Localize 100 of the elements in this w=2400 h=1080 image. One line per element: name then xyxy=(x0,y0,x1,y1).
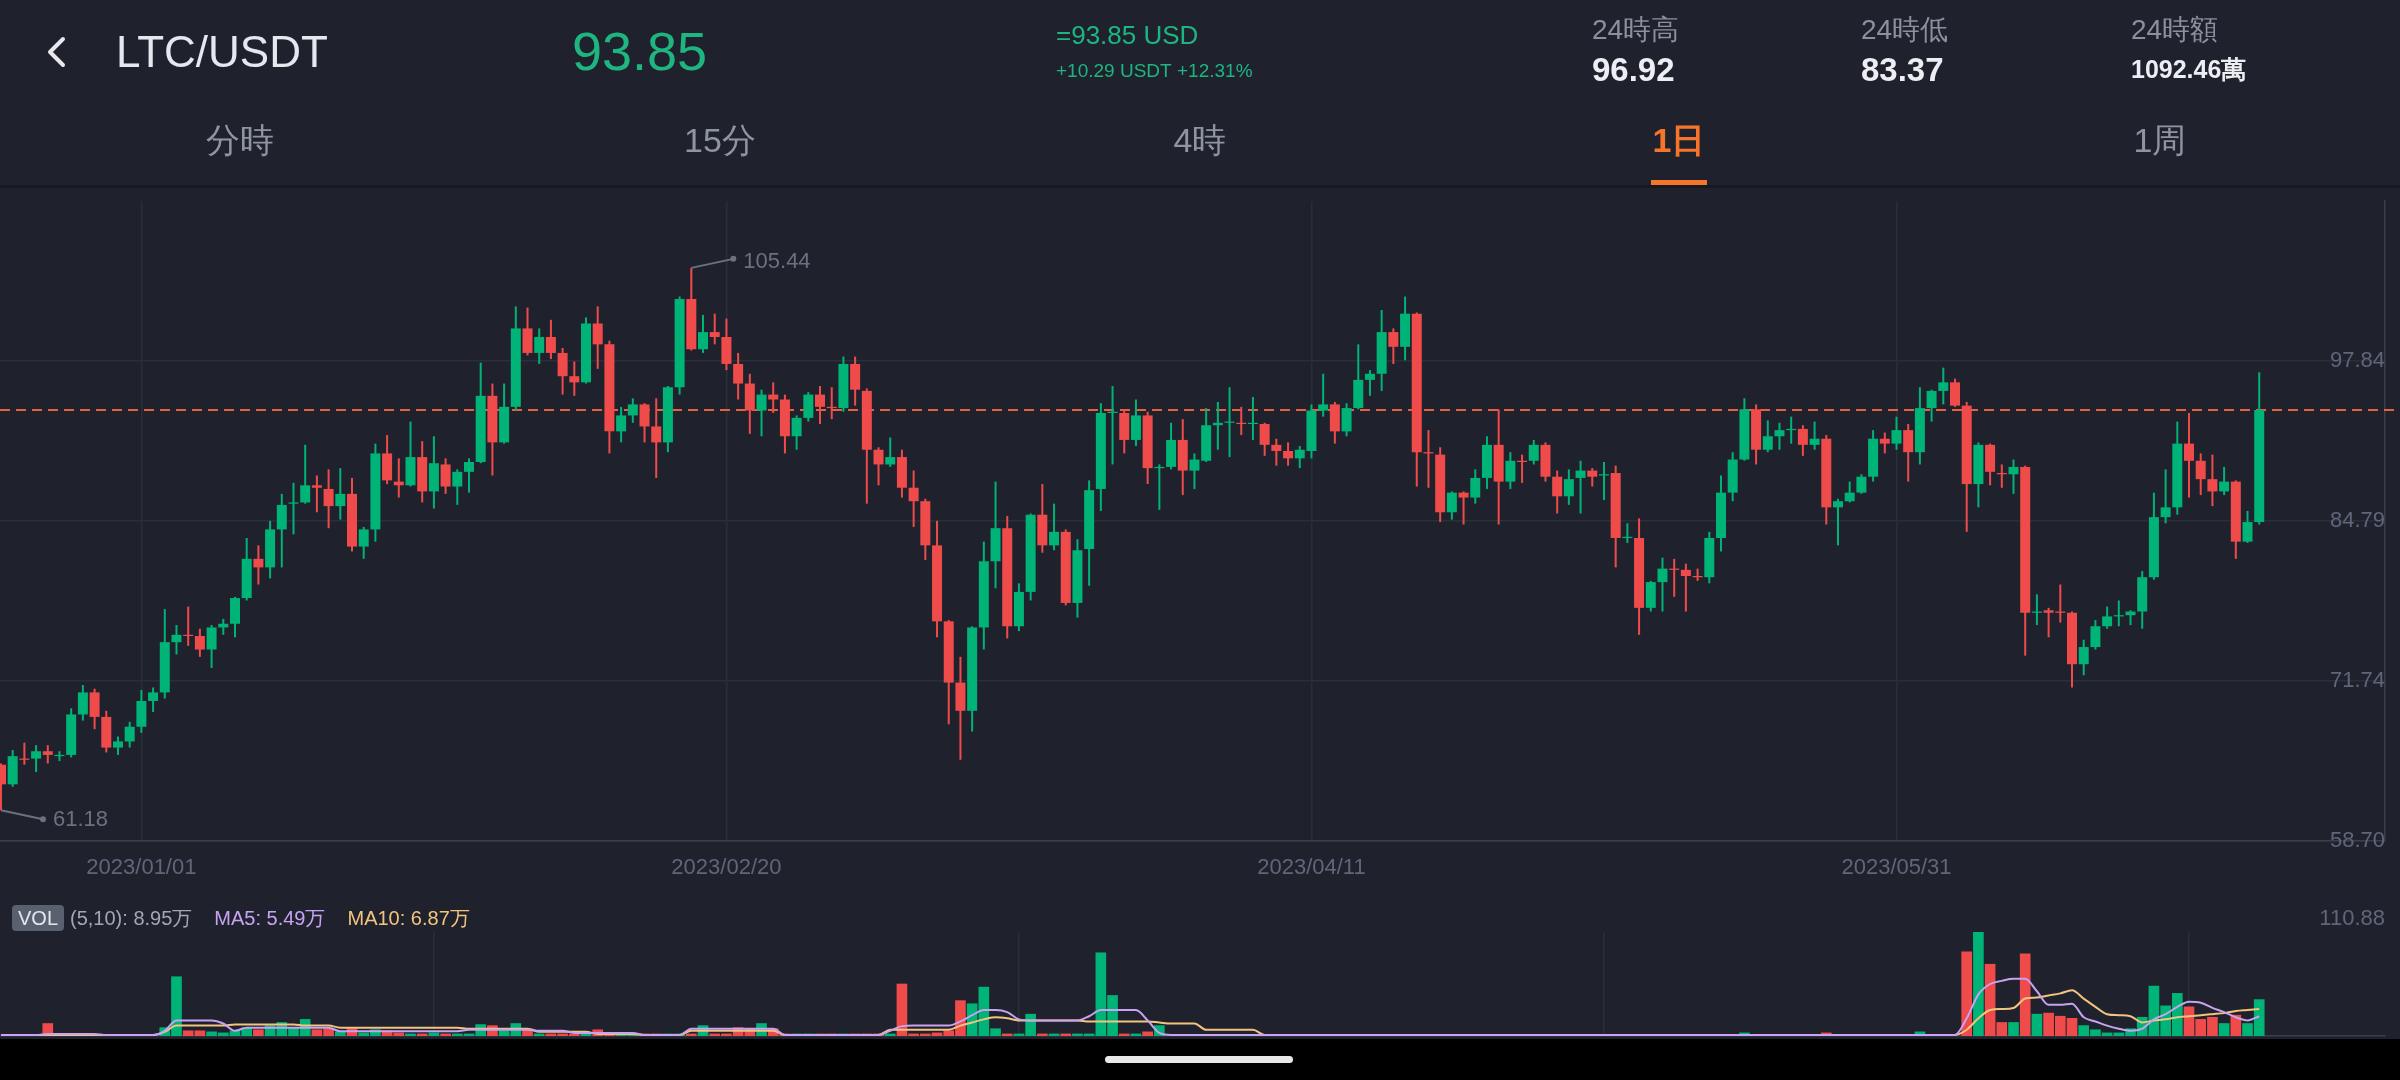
bar xyxy=(2008,1022,2019,1036)
candlestick xyxy=(1318,372,1329,418)
candlestick xyxy=(1950,377,1960,408)
chart-subtitle: (5,10): 8.95万 xyxy=(70,906,193,930)
candlestick xyxy=(148,686,159,714)
candlestick xyxy=(1446,490,1457,521)
candlestick xyxy=(323,468,334,530)
candlestick xyxy=(733,351,744,401)
candlestick xyxy=(1388,327,1399,365)
candlestick xyxy=(31,744,42,774)
candlestick xyxy=(815,385,826,426)
candlestick xyxy=(1528,438,1539,466)
text: MA5: 5.49万 xyxy=(214,906,326,930)
candlestick xyxy=(1283,441,1294,467)
candlestick xyxy=(1879,431,1890,455)
annotation: 61.18 xyxy=(52,806,109,832)
candlestick xyxy=(2207,453,2218,508)
y-tick-label: 58.70 xyxy=(2329,826,2385,852)
candlestick xyxy=(1259,421,1270,457)
text: 24時高 xyxy=(1592,13,1680,46)
candlestick xyxy=(545,318,556,361)
candlestick xyxy=(440,457,451,495)
candlestick xyxy=(1587,467,1598,488)
candlestick xyxy=(756,388,767,438)
candlestick xyxy=(791,414,802,451)
candlestick xyxy=(2195,452,2206,497)
candlestick xyxy=(2008,458,2019,495)
candlestick xyxy=(1891,415,1902,451)
candlestick xyxy=(2102,605,2113,630)
candlestick xyxy=(1575,459,1586,515)
annotation: 105.44 xyxy=(743,247,811,273)
candlestick xyxy=(1926,388,1937,423)
text: LTC/USDT xyxy=(116,26,328,77)
candlestick xyxy=(171,624,182,656)
candlestick xyxy=(592,305,603,370)
candlestick xyxy=(112,735,123,756)
bar xyxy=(2031,1013,2043,1036)
y-tick-label: 71.74 xyxy=(2329,666,2385,692)
candlestick xyxy=(77,684,88,722)
candlestick xyxy=(1797,424,1808,457)
candlestick xyxy=(1762,419,1773,454)
candlestick xyxy=(1505,451,1516,490)
candlestick xyxy=(557,347,568,396)
candlestick xyxy=(1832,497,1843,547)
bar xyxy=(2019,953,2031,1036)
text: 1周 xyxy=(2133,121,2187,160)
text: 110.88 xyxy=(2319,904,2385,931)
candlestick xyxy=(2078,638,2089,677)
candlestick xyxy=(206,624,217,669)
candlestick xyxy=(651,397,662,479)
y-tick-label: 97.84 xyxy=(2329,347,2385,373)
text: 4時 xyxy=(1173,121,1227,160)
bar xyxy=(1961,951,1973,1036)
x-tick-label: 2023/04/11 xyxy=(1257,853,1366,879)
x-tick-label: 2023/02/20 xyxy=(671,853,782,879)
text: =93.85 USD xyxy=(1056,19,1199,50)
candlestick xyxy=(885,436,896,468)
candlestick xyxy=(311,474,322,514)
bar xyxy=(1973,932,1984,1036)
candlestick xyxy=(1938,366,1949,406)
candlestick xyxy=(288,481,299,536)
candlestick xyxy=(1271,437,1282,467)
bar xyxy=(2218,1023,2230,1036)
candlestick xyxy=(1341,402,1352,438)
candlestick xyxy=(627,397,638,424)
text: 96.92 xyxy=(1592,50,1675,89)
text: 24時額 xyxy=(2131,13,2219,46)
candlestick xyxy=(1903,423,1914,483)
candlestick xyxy=(2184,411,2195,499)
candlestick xyxy=(1563,468,1574,506)
candlestick xyxy=(2160,468,2171,525)
candlestick xyxy=(873,446,884,487)
x-tick-label: 2023/05/31 xyxy=(1841,853,1952,879)
candlestick xyxy=(1680,562,1691,613)
text: 1092.46萬 xyxy=(2131,55,2247,84)
candlestick xyxy=(1657,556,1668,613)
candlestick xyxy=(2242,510,2253,544)
text: 15分 xyxy=(684,121,756,160)
candlestick xyxy=(300,443,311,505)
candlestick xyxy=(803,391,814,423)
candlestick xyxy=(464,457,474,494)
candlestick xyxy=(698,313,709,354)
candlestick xyxy=(1458,490,1469,526)
candlestick xyxy=(709,312,720,346)
candlestick xyxy=(1844,480,1855,504)
y-tick-label: 84.79 xyxy=(2329,507,2385,533)
candlestick xyxy=(908,469,919,528)
candlestick xyxy=(639,402,650,444)
bar xyxy=(253,1029,264,1036)
candlestick xyxy=(358,525,369,560)
candlestick xyxy=(1189,452,1200,490)
text: 93.85 xyxy=(572,21,708,82)
candlestick xyxy=(124,720,135,749)
candlestick xyxy=(2090,619,2101,651)
candlestick xyxy=(194,627,205,658)
text: 1日 xyxy=(1652,121,1706,160)
candlestick xyxy=(616,405,627,444)
candlestick xyxy=(452,468,463,506)
candlestick xyxy=(335,467,346,521)
candlestick xyxy=(1856,473,1867,495)
